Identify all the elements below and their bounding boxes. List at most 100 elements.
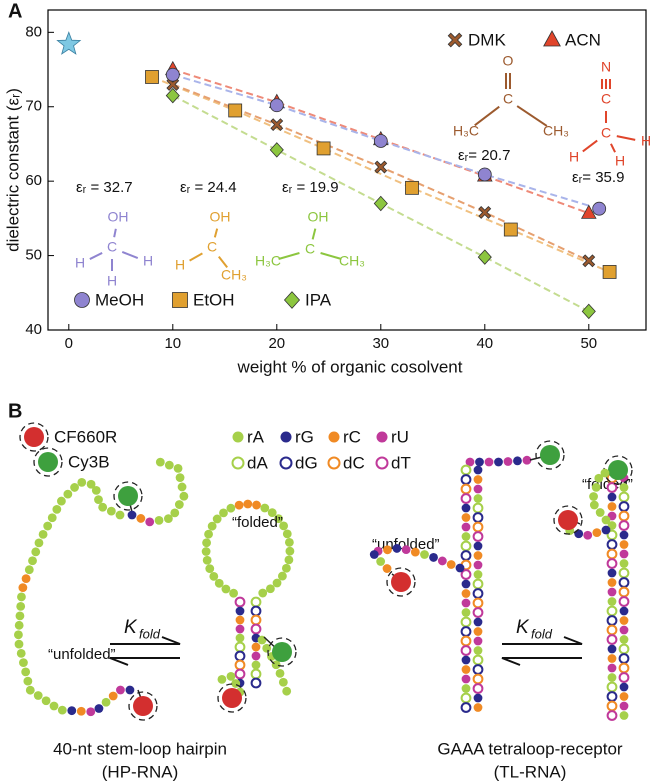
marker bbox=[373, 195, 388, 212]
nucleotide-label: rA bbox=[247, 427, 265, 446]
nucleotide-bead bbox=[34, 538, 44, 548]
nucleotide-bead bbox=[429, 553, 438, 562]
marker bbox=[145, 70, 159, 84]
nucleotide-bead bbox=[473, 484, 483, 494]
nucleotide-bead bbox=[31, 547, 41, 557]
x-tick-label: 50 bbox=[580, 335, 597, 352]
marker bbox=[172, 292, 188, 308]
marker bbox=[269, 98, 284, 113]
nucleotide-bead bbox=[115, 510, 125, 520]
nucleotide-bead bbox=[601, 525, 611, 535]
nucleotide-bead bbox=[472, 512, 484, 523]
nucleotide-bead bbox=[607, 502, 617, 511]
dye-halo bbox=[386, 567, 416, 597]
nucleotide-bead bbox=[63, 489, 73, 499]
dye-halo bbox=[217, 683, 247, 713]
y-tick-label: 70 bbox=[25, 98, 42, 115]
nucleotide-bead bbox=[154, 515, 164, 525]
nucleotide-bead bbox=[472, 607, 484, 618]
nucleotide-bead bbox=[619, 625, 629, 635]
x-tick-label: 10 bbox=[164, 335, 181, 352]
atom: OH bbox=[108, 209, 129, 225]
nucleotide-bead bbox=[437, 556, 447, 566]
nucleotide-bead bbox=[252, 500, 261, 510]
atom: H bbox=[615, 153, 625, 169]
atom: H bbox=[641, 133, 651, 149]
nucleotide-bead bbox=[226, 503, 236, 513]
nucleotide-label: dC bbox=[343, 453, 365, 472]
nucleotide-bead bbox=[473, 646, 483, 655]
bond bbox=[474, 105, 500, 127]
nucleotide-bead bbox=[57, 496, 66, 506]
y-tick-label: 60 bbox=[25, 172, 42, 189]
bond bbox=[213, 228, 219, 238]
nucleotide-bead bbox=[460, 616, 472, 628]
x-tick-label: 30 bbox=[372, 335, 389, 352]
nucleotide-bead bbox=[209, 572, 219, 581]
nucleotide-bead bbox=[607, 578, 617, 587]
nucleotide-bead bbox=[618, 491, 630, 503]
nucleotide-bead bbox=[125, 685, 135, 695]
nucleotide-bead bbox=[18, 583, 28, 592]
nucleotide-bead bbox=[583, 530, 593, 540]
nucleotide-bead bbox=[274, 514, 283, 524]
nucleotide-bead bbox=[606, 634, 618, 645]
marker bbox=[74, 292, 90, 308]
marker bbox=[478, 206, 492, 219]
nucleotide-bead bbox=[607, 597, 617, 606]
nucleotide-bead bbox=[618, 510, 630, 522]
bond bbox=[320, 252, 342, 260]
atom: O bbox=[503, 53, 514, 69]
nucleotide-bead bbox=[606, 482, 618, 493]
legend-label: EtOH bbox=[193, 290, 235, 309]
atom: C bbox=[107, 239, 117, 255]
nucleotide-bead bbox=[262, 643, 272, 653]
nucleotide-bead bbox=[204, 529, 213, 539]
nucleotide-bead bbox=[127, 510, 137, 520]
marker bbox=[373, 134, 388, 148]
nucleotide-bead bbox=[16, 648, 26, 658]
atom: C bbox=[601, 91, 611, 107]
nucleotide-bead bbox=[619, 530, 629, 540]
nucleotide-bead bbox=[25, 685, 35, 695]
marker bbox=[581, 303, 596, 320]
marker bbox=[543, 30, 561, 47]
construct-abbr: (TL-RNA) bbox=[494, 762, 567, 781]
bond bbox=[616, 135, 636, 141]
nucleotide-bead bbox=[251, 651, 261, 661]
epsilon-label: εᵣ= 35.9 bbox=[572, 169, 624, 186]
nucleotide-bead bbox=[98, 502, 108, 512]
y-tick-label: 80 bbox=[25, 23, 42, 40]
marker bbox=[582, 254, 596, 268]
atom: OH bbox=[308, 209, 329, 225]
nucleotide-bead bbox=[226, 671, 236, 681]
nucleotide-bead bbox=[234, 650, 246, 662]
nucleotide-bead bbox=[376, 431, 388, 443]
bond bbox=[516, 105, 548, 127]
nucleotide-bead bbox=[106, 506, 116, 516]
nucleotide-bead bbox=[47, 513, 57, 523]
nucleotide-bead bbox=[461, 532, 471, 541]
nucleotide-bead bbox=[522, 455, 532, 465]
nucleotide-bead bbox=[205, 564, 215, 574]
marker bbox=[270, 118, 284, 132]
nucleotide-bead bbox=[460, 692, 472, 704]
atom: H bbox=[75, 255, 85, 271]
atom: C bbox=[305, 241, 315, 257]
construct-name: 40-nt stem-loop hairpin bbox=[53, 739, 227, 758]
nucleotide-bead bbox=[219, 508, 228, 518]
nucleotide-bead bbox=[473, 627, 483, 636]
bond bbox=[610, 143, 616, 153]
state-label: “folded” bbox=[232, 514, 283, 531]
atom: CH₃ bbox=[543, 123, 569, 139]
nucleotide-bead bbox=[179, 491, 189, 501]
k-subscript: fold bbox=[531, 626, 553, 641]
nucleotide-bead bbox=[460, 635, 472, 647]
nucleotide-bead bbox=[619, 606, 629, 616]
dye-halo bbox=[128, 691, 158, 721]
nucleotide-bead bbox=[513, 456, 522, 466]
nucleotide-bead bbox=[606, 710, 618, 721]
nucleotide-bead bbox=[473, 494, 483, 503]
dye bbox=[608, 460, 628, 480]
nucleotide-bead bbox=[116, 685, 125, 695]
